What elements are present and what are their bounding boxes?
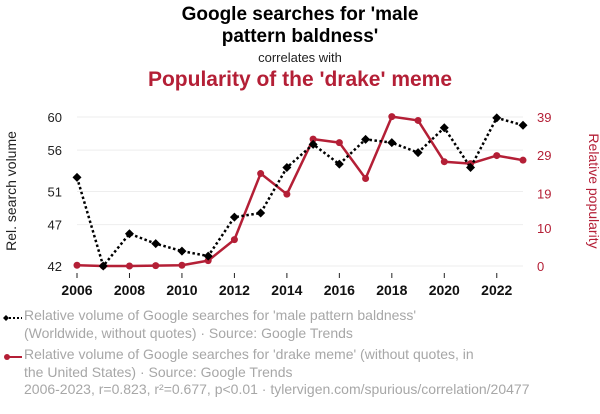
data-point-baldness-2006 <box>72 172 82 182</box>
data-point-drake-2023 <box>519 156 527 164</box>
x-tick-label: 2018 <box>376 282 407 298</box>
series-baldness-line <box>75 116 524 269</box>
series-drake-line <box>76 115 524 268</box>
data-point-drake-2019 <box>414 116 422 124</box>
data-point-baldness-2007 <box>98 261 108 271</box>
data-point-baldness-2018 <box>387 138 397 148</box>
data-point-drake-2022 <box>493 152 501 160</box>
series-drake-meme <box>73 113 527 270</box>
chart-subtitle: correlates with <box>258 50 342 65</box>
data-point-baldness-2019 <box>413 148 423 158</box>
y-right-tick-label: 0 <box>537 259 544 274</box>
data-point-drake-2017 <box>362 175 370 183</box>
chart-title-secondary: Popularity of the 'drake' meme <box>147 68 453 91</box>
y-left-tick-label: 47 <box>48 218 62 233</box>
x-tick-label: 2020 <box>429 282 460 298</box>
y-right-tick-label: 39 <box>537 110 551 125</box>
y-axis-right: 0 10 19 29 39 <box>537 110 551 274</box>
y-axis-left-label: Rel. search volume <box>3 131 19 251</box>
x-tick-label: 2022 <box>481 282 512 298</box>
data-point-baldness-2020 <box>439 123 449 133</box>
y-right-tick-label: 29 <box>537 148 551 163</box>
y-axis-left: 42 47 51 56 60 <box>48 110 62 274</box>
data-point-drake-2014 <box>283 190 291 198</box>
data-point-drake-2010 <box>178 261 186 269</box>
data-point-baldness-2022 <box>492 113 502 123</box>
data-point-baldness-2009 <box>151 239 161 249</box>
data-point-drake-2009 <box>152 262 160 270</box>
data-point-baldness-2014 <box>282 162 292 172</box>
x-tick-label: 2016 <box>324 282 355 298</box>
data-point-baldness-2008 <box>124 229 134 239</box>
y-left-tick-label: 51 <box>48 185 62 200</box>
legend-swatch-dotted-diamond <box>3 315 22 321</box>
data-point-baldness-2021 <box>466 162 476 172</box>
x-tick-label: 2006 <box>61 282 92 298</box>
data-point-baldness-2010 <box>177 246 187 256</box>
y-right-tick-label: 10 <box>537 221 551 236</box>
y-axis-right-label: Relative popularity <box>586 133 600 248</box>
legend-swatch-solid-circle <box>4 354 22 360</box>
data-point-baldness-2017 <box>361 134 371 144</box>
y-left-tick-label: 42 <box>48 259 62 274</box>
x-tick-label: 2014 <box>271 282 302 298</box>
data-point-drake-2012 <box>230 236 238 244</box>
y-left-tick-label: 56 <box>48 143 62 158</box>
data-point-drake-2011 <box>204 257 212 265</box>
legend-series2-line2: the United States) · Source: Google Tren… <box>24 364 293 380</box>
data-point-baldness-2023 <box>518 120 528 130</box>
chart-title-primary-text: Google searches for 'male pattern baldne… <box>181 4 419 47</box>
legend-series1-line1: Relative volume of Google searches for '… <box>24 307 417 323</box>
data-point-baldness-2012 <box>229 212 239 222</box>
data-point-baldness-2011 <box>203 251 213 261</box>
data-point-drake-2020 <box>440 158 448 166</box>
x-tick-label: 2008 <box>114 282 145 298</box>
legend-series2-line1: Relative volume of Google searches for '… <box>24 346 474 362</box>
data-point-baldness-2013 <box>256 208 266 218</box>
chart-title-primary: Google searches for 'male pattern baldne… <box>0 4 600 48</box>
data-point-drake-2018 <box>388 113 396 121</box>
data-point-baldness-2016 <box>334 159 344 169</box>
data-point-drake-2016 <box>335 139 343 147</box>
data-point-drake-2015 <box>309 135 317 143</box>
y-left-tick-label: 60 <box>48 110 62 125</box>
x-tick-label: 2010 <box>166 282 197 298</box>
gridlines <box>77 116 523 267</box>
x-axis: 2006 2008 2010 2012 2014 2016 2018 2020 2022 <box>61 273 513 298</box>
legend-series1-line2: (Worldwide, without quotes) · Source: Go… <box>24 325 353 341</box>
data-point-drake-2008 <box>125 262 133 270</box>
data-point-drake-2006 <box>73 261 81 269</box>
series-male-pattern-baldness <box>72 113 528 271</box>
y-right-tick-label: 19 <box>537 186 551 201</box>
data-point-baldness-2015 <box>308 139 318 149</box>
x-tick-label: 2012 <box>219 282 250 298</box>
footer-stats: 2006-2023, r=0.823, r²=0.677, p<0.01 · t… <box>24 381 530 397</box>
data-point-drake-2013 <box>257 170 265 178</box>
